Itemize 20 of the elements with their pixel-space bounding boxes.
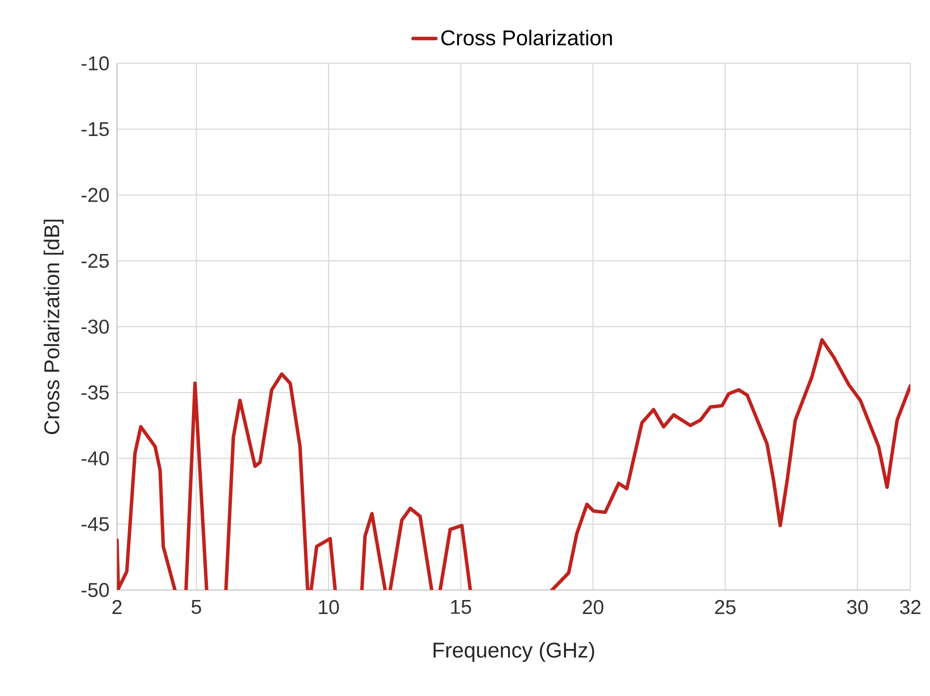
x-tick-label: 20 xyxy=(582,600,604,614)
x-tick-label: 10 xyxy=(318,600,339,614)
x-tick-label: 25 xyxy=(715,600,736,614)
x-tick-label: 5 xyxy=(192,600,202,614)
legend-label: Cross Polarization xyxy=(441,30,612,46)
y-tick-label: -30 xyxy=(82,320,109,334)
y-tick-label: -45 xyxy=(82,517,109,532)
y-tick-label: -50 xyxy=(82,582,109,598)
x-axis-title: Frequency (GHz) xyxy=(434,642,594,662)
y-tick-label: -25 xyxy=(82,254,109,268)
x-tick-label: 30 xyxy=(847,600,868,614)
y-tick-label: -15 xyxy=(82,122,109,136)
y-tick-label: -10 xyxy=(82,56,109,70)
y-axis-title: Cross Polarization [dB] xyxy=(44,220,64,434)
y-tick-label: -35 xyxy=(82,385,109,400)
x-tick-label: 15 xyxy=(451,600,472,614)
y-tick-label: -40 xyxy=(82,451,109,466)
y-tick-label: -20 xyxy=(82,188,109,202)
x-tick-label: 2 xyxy=(112,600,122,614)
x-tick-label: 32 xyxy=(900,600,920,614)
